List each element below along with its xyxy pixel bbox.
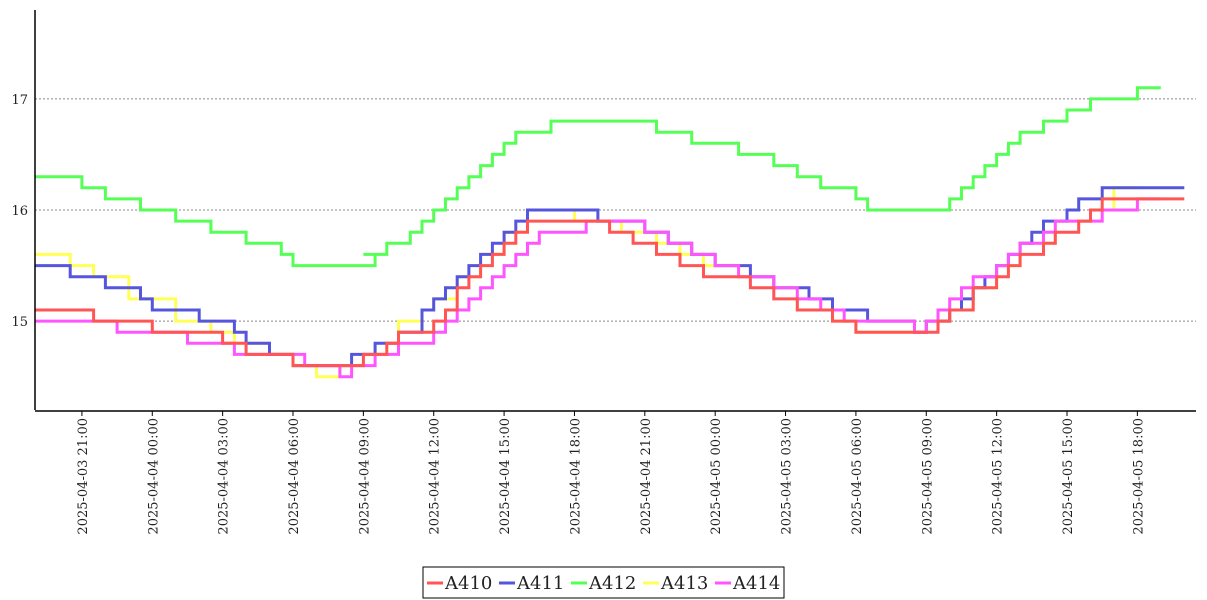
y-tick-label: 17: [11, 93, 28, 108]
series-line-a412: [35, 86, 1161, 268]
x-tick-label: 2025-04-05 15:00: [1061, 418, 1076, 535]
x-tick-label: 2025-04-05 09:00: [920, 418, 935, 535]
x-tick-label: 2025-04-05 06:00: [850, 418, 865, 535]
x-tick-label: 2025-04-03 21:00: [76, 418, 91, 535]
x-tick-label: 2025-04-04 03:00: [217, 418, 232, 535]
legend-label-a413: A413: [660, 573, 708, 594]
x-tick-label: 2025-04-05 12:00: [991, 418, 1006, 535]
legend-label-a410: A410: [444, 573, 492, 594]
y-tick-labels: 15 16 17: [11, 93, 28, 330]
x-tick-labels: 2025-04-03 21:00 2025-04-04 00:00 2025-04-…: [76, 411, 1146, 535]
y-tick-label: 15: [11, 315, 28, 330]
y-tick-label: 16: [11, 204, 28, 219]
series-layer: [35, 86, 1185, 379]
x-tick-label: 2025-04-04 09:00: [357, 418, 372, 535]
x-tick-label: 2025-04-04 18:00: [568, 418, 583, 535]
x-tick-label: 2025-04-04 06:00: [287, 418, 302, 535]
axes: [34, 10, 1196, 412]
legend-label-a411: A411: [516, 573, 564, 594]
x-tick-label: 2025-04-05 03:00: [780, 418, 795, 535]
legend: A410 A411 A412 A413 A414: [422, 566, 785, 599]
x-tick-label: 2025-04-04 00:00: [146, 418, 161, 535]
series-line-a410: [35, 197, 1185, 368]
x-tick-label: 2025-04-04 15:00: [498, 418, 513, 535]
series-line-a411: [35, 186, 1185, 368]
x-tick-label: 2025-04-05 18:00: [1131, 418, 1146, 535]
x-tick-label: 2025-04-04 12:00: [428, 418, 443, 535]
x-tick-label: 2025-04-04 21:00: [639, 418, 654, 535]
legend-label-a412: A412: [588, 573, 636, 594]
x-tick-label: 2025-04-05 00:00: [709, 418, 724, 535]
legend-label-a414: A414: [732, 573, 780, 594]
